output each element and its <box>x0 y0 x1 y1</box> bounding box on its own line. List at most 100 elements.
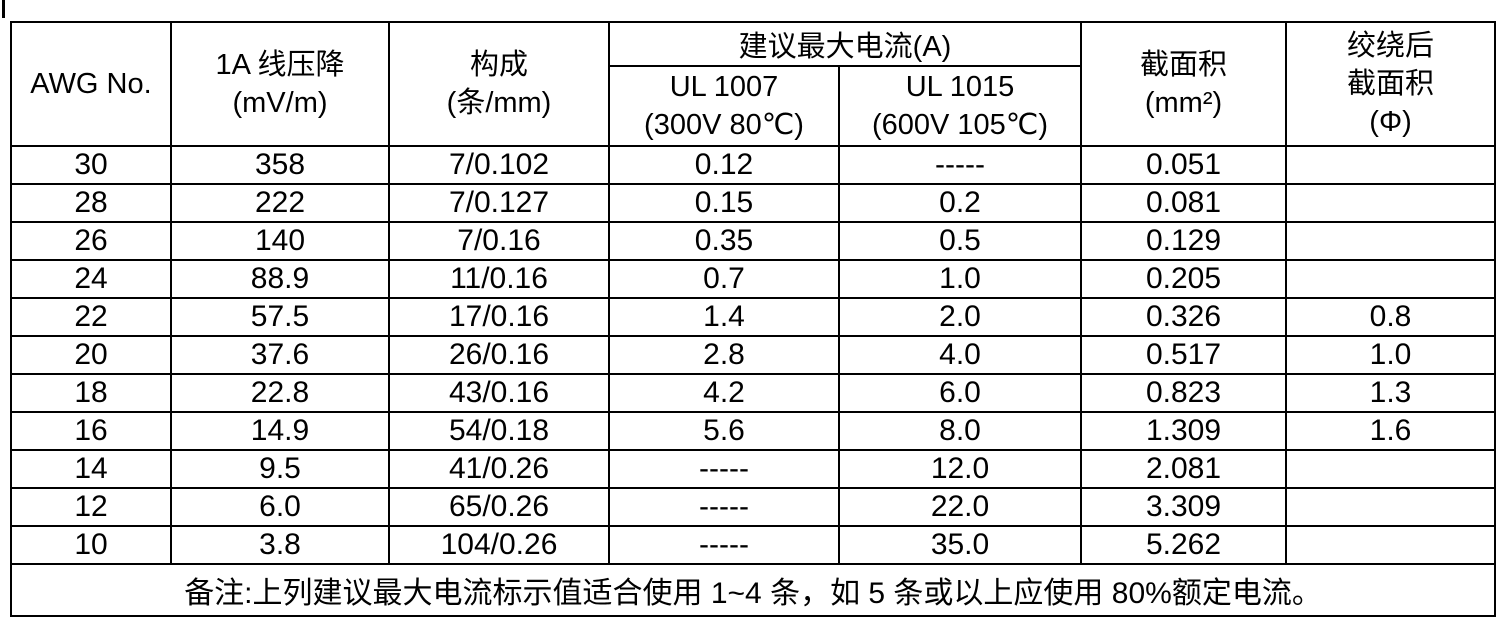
table-cell: 4.2 <box>608 373 840 413</box>
col-header-construction: 构成 (条/mm) <box>388 21 610 147</box>
header-label: 截面积 <box>1347 67 1435 100</box>
col-header-voltage-drop: 1A 线压降 (mV/m) <box>170 21 390 147</box>
table-cell: 1.309 <box>1080 411 1288 451</box>
table-cell: 6.0 <box>837 373 1083 413</box>
table-cell <box>1285 221 1497 261</box>
table-cell: 26 <box>10 221 172 261</box>
table-cell: 0.517 <box>1080 335 1288 375</box>
table-cell: 0.7 <box>608 259 840 299</box>
table-cell: 0.2 <box>837 183 1083 223</box>
header-label: 截面积 <box>1140 48 1228 81</box>
table-row: 22 57.5 17/0.16 1.4 2.0 0.326 0.8 <box>10 297 1497 337</box>
table-cell: 358 <box>170 145 390 185</box>
table-cell: 0.15 <box>608 183 840 223</box>
table-cell: 4.0 <box>837 335 1083 375</box>
table-row: 10 3.8 104/0.26 ----- 35.0 5.262 <box>10 525 1497 565</box>
table-cell: 10 <box>10 525 172 565</box>
note-row: 备注:上列建议最大电流标示值适合使用 1~4 条，如 5 条或以上应使用 80%… <box>9 563 1497 617</box>
table-row: 18 22.8 43/0.16 4.2 6.0 0.823 1.3 <box>10 373 1497 413</box>
table-cell <box>1285 449 1497 489</box>
table-cell: 14 <box>10 449 172 489</box>
col-header-ul1015: UL 1015 (600V 105℃) <box>837 65 1083 147</box>
table-cell: 22 <box>10 297 172 337</box>
table-cell: 1.0 <box>837 259 1083 299</box>
header-unit: (300V 80℃) <box>644 109 804 141</box>
table-cell: 14.9 <box>170 411 390 451</box>
table-cell: ----- <box>608 449 840 489</box>
table-cell: 1.6 <box>1285 411 1497 451</box>
table-body: 30 358 7/0.102 0.12 ----- 0.051 28 222 7… <box>9 145 1497 617</box>
crop-artifact-line <box>2 0 5 18</box>
header-unit: (mV/m) <box>232 87 328 119</box>
table-cell: 22.0 <box>837 487 1083 527</box>
header-label: 绞绕后 <box>1347 29 1435 62</box>
table-cell: 57.5 <box>170 297 390 337</box>
table-cell: 2.8 <box>608 335 840 375</box>
table-cell: 88.9 <box>170 259 390 299</box>
table-cell: 0.823 <box>1080 373 1288 413</box>
table-cell: 18 <box>10 373 172 413</box>
header-row-group: AWG No. 1A 线压降 (mV/m) 构成 (条/mm) 建议最大电流(A… <box>10 21 1497 147</box>
table-cell: 41/0.26 <box>388 449 610 489</box>
table-cell: 6.0 <box>170 487 390 527</box>
table-header: AWG No. 1A 线压降 (mV/m) 构成 (条/mm) 建议最大电流(A… <box>10 21 1497 147</box>
table-cell: 35.0 <box>837 525 1083 565</box>
table-cell: 54/0.18 <box>388 411 610 451</box>
table-cell: ----- <box>837 145 1083 185</box>
table-cell: 0.8 <box>1285 297 1497 337</box>
table-cell: 30 <box>10 145 172 185</box>
table-cell: 2.081 <box>1080 449 1288 489</box>
col-header-awg: AWG No. <box>10 21 172 147</box>
col-header-twisted-cross-section: 绞绕后 截面积 (Φ) <box>1285 21 1497 147</box>
table-cell: 104/0.26 <box>388 525 610 565</box>
header-unit: (条/mm) <box>446 87 552 119</box>
table-cell: 12.0 <box>837 449 1083 489</box>
table-cell: 7/0.127 <box>388 183 610 223</box>
table-cell: 0.205 <box>1080 259 1288 299</box>
table-row: 28 222 7/0.127 0.15 0.2 0.081 <box>10 183 1497 223</box>
table-cell: 222 <box>170 183 390 223</box>
table-cell: 8.0 <box>837 411 1083 451</box>
table-cell: 5.262 <box>1080 525 1288 565</box>
table-row: 16 14.9 54/0.18 5.6 8.0 1.309 1.6 <box>10 411 1497 451</box>
table-cell <box>1285 183 1497 223</box>
header-label: UL 1015 <box>905 70 1015 103</box>
table-row: 24 88.9 11/0.16 0.7 1.0 0.205 <box>10 259 1497 299</box>
table-cell: 65/0.26 <box>388 487 610 527</box>
table-cell: 24 <box>10 259 172 299</box>
table-cell: 11/0.16 <box>388 259 610 299</box>
table-cell <box>1285 487 1497 527</box>
header-unit: (600V 105℃) <box>871 109 1049 141</box>
table-cell: 3.309 <box>1080 487 1288 527</box>
table-cell: 1.3 <box>1285 373 1497 413</box>
header-label: UL 1007 <box>669 70 779 103</box>
col-header-ul1007: UL 1007 (300V 80℃) <box>608 65 840 147</box>
table-cell: 43/0.16 <box>388 373 610 413</box>
table-row: 30 358 7/0.102 0.12 ----- 0.051 <box>10 145 1497 185</box>
table-cell: 12 <box>10 487 172 527</box>
table-cell: 0.081 <box>1080 183 1288 223</box>
table-cell: 3.8 <box>170 525 390 565</box>
table-cell: 0.35 <box>608 221 840 261</box>
table-cell: ----- <box>608 487 840 527</box>
table-cell: 0.12 <box>608 145 840 185</box>
header-label: AWG No. <box>30 67 152 100</box>
table-cell: 22.8 <box>170 373 390 413</box>
table-cell: 140 <box>170 221 390 261</box>
table-note: 备注:上列建议最大电流标示值适合使用 1~4 条，如 5 条或以上应使用 80%… <box>9 563 1497 617</box>
table-cell: 0.326 <box>1080 297 1288 337</box>
table-cell: 20 <box>10 335 172 375</box>
table-cell: 37.6 <box>170 335 390 375</box>
table-cell: 2.0 <box>837 297 1083 337</box>
table-cell <box>1285 145 1497 185</box>
col-header-cross-section: 截面积 (mm²) <box>1080 21 1288 147</box>
table-cell: 26/0.16 <box>388 335 610 375</box>
table-cell: 0.051 <box>1080 145 1288 185</box>
table-cell: 7/0.102 <box>388 145 610 185</box>
table-cell: 0.129 <box>1080 221 1288 261</box>
table-row: 12 6.0 65/0.26 ----- 22.0 3.309 <box>10 487 1497 527</box>
table-cell: 28 <box>10 183 172 223</box>
table-cell: 9.5 <box>170 449 390 489</box>
table-cell: 0.5 <box>837 221 1083 261</box>
